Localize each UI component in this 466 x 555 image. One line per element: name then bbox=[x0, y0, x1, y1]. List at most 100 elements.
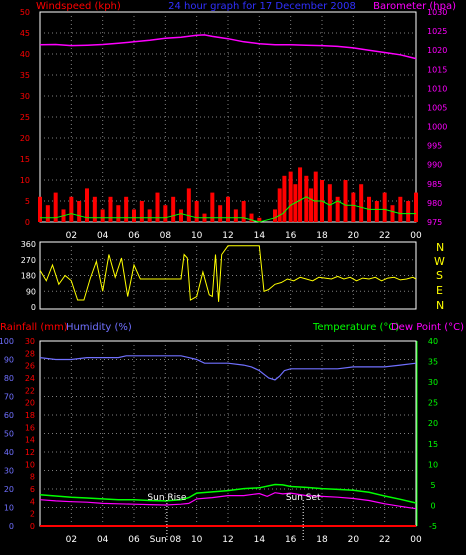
temperature-tick-label: 10 bbox=[428, 460, 438, 469]
compass-n-bottom: N bbox=[436, 299, 444, 312]
x-tick-label: 20 bbox=[348, 231, 360, 241]
humidity-tick-label: 50 bbox=[4, 430, 14, 439]
x-tick-label: Sun 08 bbox=[150, 535, 182, 545]
gust-bar bbox=[343, 180, 348, 222]
windspeed-tick-label: 0 bbox=[25, 218, 30, 227]
x-tick-label: 10 bbox=[191, 535, 203, 545]
rainfall-tick-label: 28 bbox=[25, 349, 35, 358]
windspeed-line bbox=[40, 196, 416, 223]
temperature-tick-label: 40 bbox=[428, 337, 438, 346]
x-tick-label: 16 bbox=[285, 231, 297, 241]
windspeed-axis-label: Windspeed (kph) bbox=[36, 1, 121, 12]
rainfall-tick-label: 22 bbox=[25, 386, 35, 395]
gust-bar bbox=[226, 196, 230, 222]
gust-bar bbox=[374, 201, 379, 222]
x-tick-label: 04 bbox=[97, 535, 109, 545]
wind-direction-tick-label: 270 bbox=[21, 256, 36, 265]
gust-bar bbox=[406, 201, 411, 222]
gust-bar bbox=[186, 188, 191, 222]
gust-bar bbox=[132, 209, 136, 222]
gust-bar bbox=[414, 192, 418, 222]
dewpoint-line bbox=[39, 492, 417, 510]
rainfall-tick-label: 2 bbox=[30, 510, 35, 519]
gust-bar bbox=[304, 175, 309, 222]
sunset-label: Sun Set bbox=[286, 493, 321, 503]
gust-bar bbox=[155, 192, 160, 222]
gust-bar bbox=[100, 209, 105, 222]
gust-bar bbox=[171, 196, 176, 222]
gust-bar bbox=[273, 209, 277, 222]
x-tick-label: 08 bbox=[160, 231, 172, 241]
rainfall-tick-label: 0 bbox=[30, 522, 35, 531]
humidity-tick-label: 100 bbox=[0, 337, 14, 346]
humidity-tick-label: 30 bbox=[4, 467, 14, 476]
temperature-axis-label: Temperature (°C) bbox=[312, 322, 399, 333]
humidity-tick-label: 80 bbox=[4, 374, 14, 383]
wind-direction-plot: 0 90 180 270 360 N W S E N bbox=[21, 240, 445, 312]
barometer-tick-label: 1015 bbox=[427, 65, 447, 74]
compass-w: W bbox=[434, 255, 445, 268]
gust-bar bbox=[249, 213, 254, 222]
gust-bar bbox=[398, 196, 403, 222]
gust-bar bbox=[108, 196, 113, 222]
rainfall-tick-label: 24 bbox=[25, 374, 35, 383]
gust-bar bbox=[85, 188, 89, 222]
humidity-tick-label: 90 bbox=[4, 356, 14, 365]
gust-bar bbox=[327, 184, 332, 222]
gust-bar bbox=[359, 184, 364, 222]
gust-bar bbox=[210, 192, 215, 222]
gust-bar bbox=[282, 175, 287, 222]
compass-s: S bbox=[436, 269, 443, 282]
windspeed-tick-label: 50 bbox=[20, 8, 30, 17]
x-tick-label: 20 bbox=[348, 535, 360, 545]
windspeed-tick-label: 25 bbox=[20, 113, 30, 122]
rainfall-tick-label: 4 bbox=[30, 497, 35, 506]
humidity-tick-label: 40 bbox=[4, 448, 14, 457]
gust-bar bbox=[233, 209, 238, 222]
gust-bar bbox=[163, 205, 168, 222]
barometer-tick-label: 980 bbox=[427, 199, 442, 208]
x-tick-label: 06 bbox=[128, 535, 140, 545]
rainfall-tick-label: 8 bbox=[30, 473, 35, 482]
temperature-tick-label: -5 bbox=[429, 522, 437, 531]
rainfall-tick-label: 6 bbox=[30, 485, 35, 494]
x-tick-label: 18 bbox=[316, 231, 328, 241]
wind-direction-tick-label: 180 bbox=[21, 272, 36, 281]
barometer-tick-label: 1000 bbox=[427, 123, 447, 132]
temperature-tick-label: 20 bbox=[428, 419, 438, 428]
wind-direction-tick-label: 360 bbox=[21, 240, 36, 249]
gust-bar bbox=[288, 171, 293, 222]
gust-bar bbox=[69, 196, 74, 222]
x-tick-label: 06 bbox=[128, 231, 140, 241]
gust-bar bbox=[257, 217, 262, 222]
gust-bar bbox=[194, 201, 199, 222]
x-tick-label: 10 bbox=[191, 231, 203, 241]
rainfall-tick-label: 10 bbox=[25, 460, 35, 469]
barometer-tick-label: 1030 bbox=[427, 8, 447, 17]
wind-direction-tick-label: 90 bbox=[26, 287, 36, 296]
compass-n-top: N bbox=[436, 241, 444, 254]
gust-bar bbox=[335, 196, 340, 222]
barometer-tick-label: 1025 bbox=[427, 27, 447, 36]
gust-bar bbox=[124, 196, 129, 222]
x-tick-label: 22 bbox=[379, 231, 390, 241]
gust-bar bbox=[277, 188, 282, 222]
rainfall-tick-label: 26 bbox=[25, 362, 35, 371]
wind-direction-line bbox=[39, 245, 417, 302]
x-tick-label: 14 bbox=[254, 231, 266, 241]
gust-bar bbox=[390, 205, 395, 222]
barometer-tick-label: 975 bbox=[427, 218, 442, 227]
x-tick-label: 16 bbox=[285, 535, 297, 545]
humidity-tick-label: 20 bbox=[4, 485, 14, 494]
x-tick-label: 18 bbox=[316, 535, 328, 545]
windspeed-tick-label: 20 bbox=[20, 134, 30, 143]
humidity-tick-label: 60 bbox=[4, 411, 14, 420]
barometer-tick-label: 995 bbox=[427, 142, 442, 151]
gust-bar bbox=[92, 196, 97, 222]
temperature-tick-label: 30 bbox=[428, 378, 438, 387]
gust-bar bbox=[147, 209, 152, 222]
temperature-line bbox=[39, 483, 417, 504]
